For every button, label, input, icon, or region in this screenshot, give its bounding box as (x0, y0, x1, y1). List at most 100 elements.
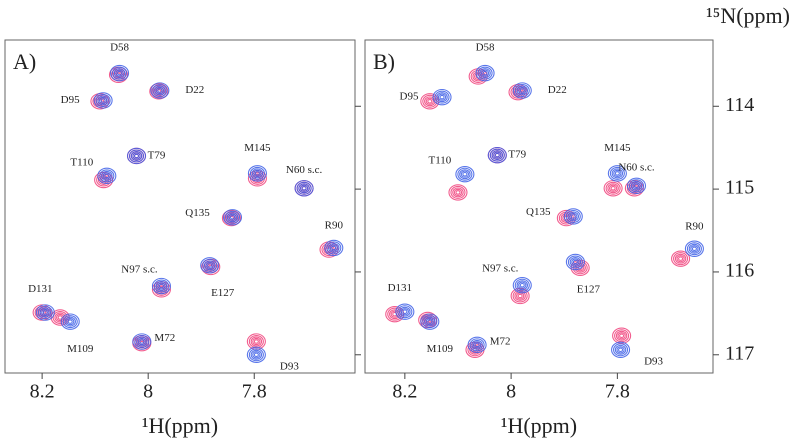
contour (487, 146, 507, 164)
contour (474, 342, 480, 348)
contour (605, 181, 621, 195)
contour (157, 282, 166, 290)
contour (469, 338, 485, 352)
peak (35, 304, 55, 321)
peak (671, 250, 691, 267)
contour (158, 283, 164, 289)
contour (691, 246, 697, 251)
x-tick-label: 7.8 (605, 381, 630, 403)
peak-label: N60 s.c. (286, 164, 323, 176)
contour (603, 180, 623, 197)
contour (519, 282, 525, 288)
contour (678, 256, 684, 261)
contour (617, 332, 626, 340)
peak (324, 239, 344, 257)
contour (567, 255, 583, 269)
contour (251, 168, 264, 179)
contour (475, 64, 495, 82)
contour (494, 152, 500, 158)
contour (477, 66, 493, 80)
contour (493, 151, 502, 159)
contour (455, 190, 461, 195)
contour (400, 308, 409, 316)
contour (153, 279, 169, 293)
contour (569, 212, 578, 221)
contour (570, 214, 576, 219)
contour (109, 64, 130, 82)
contour (155, 86, 164, 95)
frame (364, 39, 714, 374)
peak (626, 177, 647, 194)
x-tick-label: 8.2 (30, 381, 55, 403)
contour (439, 94, 445, 100)
peak (432, 88, 452, 106)
peak-label: R90 (685, 220, 704, 232)
contour (248, 348, 264, 362)
contour (251, 173, 264, 184)
contour (610, 186, 616, 191)
peak-label: T79 (508, 149, 526, 161)
peak-label: M72 (490, 335, 511, 347)
contour (457, 167, 473, 181)
contour (66, 318, 75, 326)
contour (514, 278, 530, 292)
peak (475, 64, 495, 82)
peak (603, 180, 623, 197)
contour (455, 165, 475, 183)
contour (250, 349, 263, 360)
contour (229, 215, 236, 220)
contour (422, 315, 438, 329)
contour (618, 347, 624, 353)
peak (420, 93, 440, 110)
contour (632, 182, 641, 190)
contour (517, 293, 523, 299)
contour (518, 86, 527, 95)
contour (424, 316, 436, 327)
contour (60, 313, 80, 330)
contour (152, 84, 168, 98)
contour (452, 187, 464, 198)
peak-label: M72 (154, 332, 175, 344)
contour (223, 211, 239, 225)
contour (41, 308, 50, 317)
peak-label: Q135 (185, 207, 210, 219)
contour (150, 82, 170, 99)
y-tick-label: 115 (725, 177, 754, 199)
contour (571, 258, 580, 266)
peak (684, 240, 704, 257)
contour (448, 184, 468, 201)
contour (254, 171, 260, 176)
contour (397, 305, 413, 319)
contour (298, 183, 310, 194)
contour (205, 261, 214, 269)
peak (97, 167, 117, 185)
contour (512, 82, 532, 99)
contour (104, 173, 110, 179)
contour (62, 315, 78, 329)
contour (565, 253, 585, 271)
x-tick-label: 8 (506, 381, 516, 403)
contour (35, 304, 55, 321)
peak (512, 82, 532, 99)
contour (39, 307, 52, 318)
contour (301, 186, 307, 191)
peak (487, 146, 507, 164)
contour (453, 188, 463, 197)
contour (37, 306, 53, 320)
peak-label: E127 (577, 284, 601, 296)
contour (567, 211, 580, 222)
peak-label: D93 (280, 360, 299, 372)
contour (518, 281, 527, 289)
contour (246, 346, 266, 363)
contour (614, 171, 620, 176)
contour (207, 263, 213, 268)
contour (253, 169, 262, 177)
contour (324, 239, 344, 257)
contour (133, 153, 140, 159)
contour (684, 240, 704, 257)
contour (436, 92, 448, 103)
peak-label: N97 s.c. (482, 263, 519, 275)
x-tick-label: 7.8 (242, 381, 267, 403)
contour (676, 255, 685, 263)
